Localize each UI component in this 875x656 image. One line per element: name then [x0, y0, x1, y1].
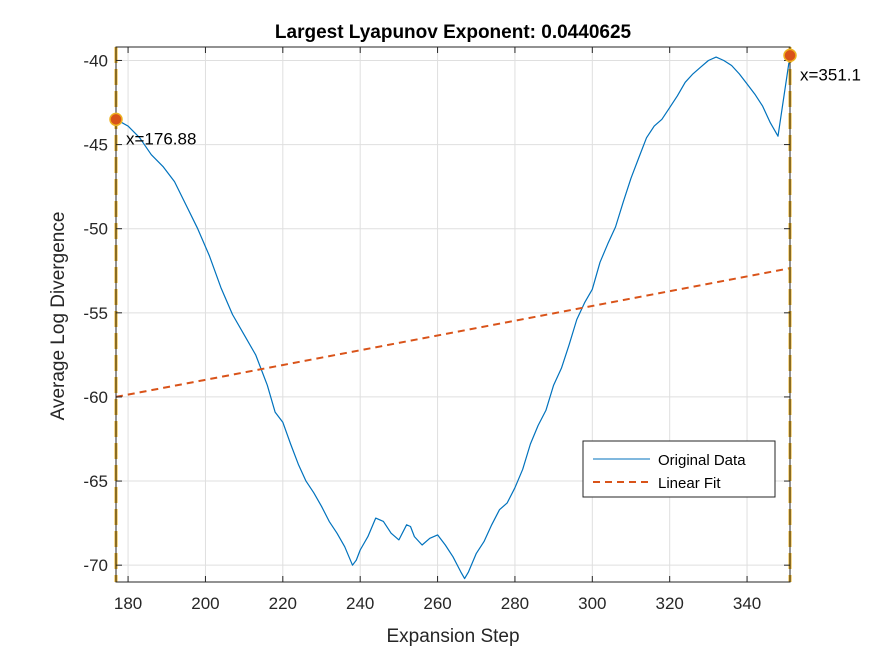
x-tick-label: 320	[655, 594, 683, 613]
x-axis-label: Expansion Step	[386, 626, 519, 647]
x-tick-label: 340	[733, 594, 761, 613]
x-tick-label: 180	[114, 594, 142, 613]
x-tick-label: 220	[269, 594, 297, 613]
chart-title: Largest Lyapunov Exponent: 0.0440625	[275, 22, 632, 43]
y-tick-label: -65	[83, 472, 108, 491]
x-tick-label: 300	[578, 594, 606, 613]
y-tick-label: -60	[83, 388, 108, 407]
series-line-linear-fit	[115, 267, 791, 398]
legend-box	[582, 440, 776, 498]
y-tick-label: -45	[83, 136, 108, 155]
datatip-label: x=351.1	[800, 65, 861, 84]
plot-area: x=176.88 x=351.1	[109, 46, 861, 583]
axes-background	[116, 47, 790, 582]
y-tick-labels: -40 -45 -50 -55 -60 -65 -70	[83, 51, 108, 575]
datatip-point[interactable]	[783, 48, 797, 63]
datatip-point[interactable]	[109, 112, 123, 127]
datatip-label: x=176.88	[126, 129, 196, 148]
y-tick-label: -55	[83, 304, 108, 323]
tick-marks	[116, 47, 790, 582]
series-line-original-data	[115, 55, 791, 580]
x-tick-labels: 180 200 220 240 260 280 300 320 340	[114, 594, 761, 613]
y-tick-label: -50	[83, 220, 108, 239]
legend-label-original-data: Original Data	[658, 452, 746, 469]
x-tick-label: 200	[191, 594, 219, 613]
x-tick-label: 240	[346, 594, 374, 613]
annotations: x=176.88 x=351.1	[109, 48, 861, 148]
y-axis-label: Average Log Divergence	[48, 212, 69, 421]
legend[interactable]: Original Data Linear Fit	[582, 440, 776, 498]
x-tick-label: 280	[501, 594, 529, 613]
axes-box	[115, 46, 791, 583]
y-tick-label: -40	[83, 51, 108, 70]
grid	[116, 47, 790, 582]
series-layer	[115, 55, 791, 580]
legend-label-linear-fit: Linear Fit	[658, 475, 721, 492]
x-tick-label: 260	[423, 594, 451, 613]
y-tick-label: -70	[83, 556, 108, 575]
